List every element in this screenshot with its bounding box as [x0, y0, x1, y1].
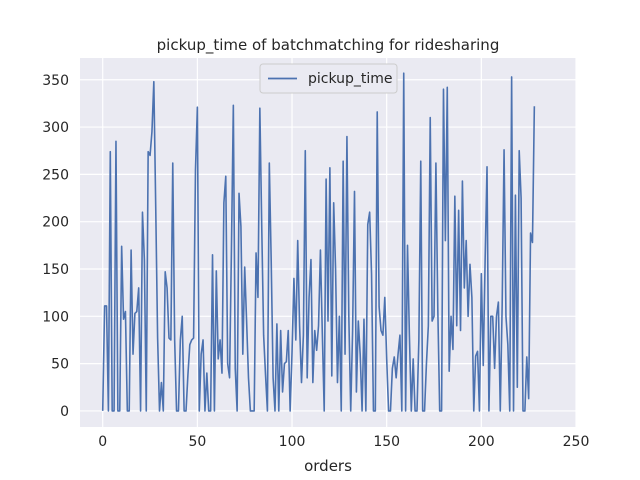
x-tick-label: 250 — [563, 434, 590, 450]
y-tick-label: 350 — [42, 73, 69, 89]
y-axis-ticks: 0 50 100 150 200 250 300 350 — [42, 73, 69, 420]
series-line-pickup-time — [101, 72, 536, 412]
plot-area — [80, 58, 576, 427]
y-tick-label: 250 — [42, 167, 69, 183]
y-tick-label: 150 — [42, 262, 69, 278]
legend-box — [259, 63, 398, 94]
x-tick-label: 150 — [373, 434, 400, 450]
x-axis-ticks: 0 50 100 150 200 250 — [98, 434, 589, 450]
y-tick-label: 0 — [60, 404, 69, 420]
x-tick-label: 100 — [279, 434, 306, 450]
y-tick-label: 300 — [42, 120, 69, 136]
y-tick-label: 200 — [42, 215, 69, 231]
y-tick-label: 100 — [42, 309, 69, 325]
x-tick-label: 200 — [468, 434, 495, 450]
legend-label-pickup-time: pickup_time — [308, 71, 393, 87]
legend: pickup_time — [259, 63, 398, 94]
chart-title: pickup_time of batchmatching for ridesha… — [157, 36, 500, 55]
x-tick-label: 0 — [98, 434, 107, 450]
x-tick-label: 50 — [188, 434, 206, 450]
series-layer — [101, 72, 536, 412]
y-tick-label: 50 — [51, 357, 69, 373]
x-axis-label: orders — [304, 457, 352, 475]
